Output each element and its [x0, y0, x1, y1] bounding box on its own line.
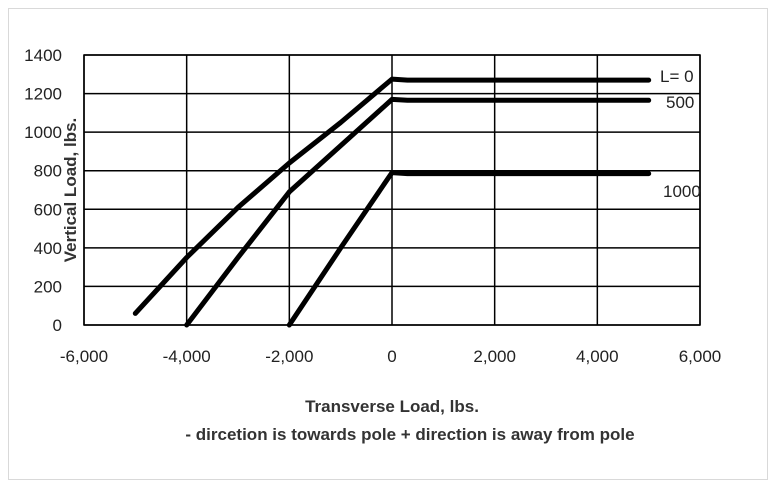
x-tick-label: 4,000	[576, 347, 619, 366]
y-tick-labels: 0 200 400 600 800 1000 1200 1400	[24, 46, 62, 335]
y-tick-label: 200	[34, 277, 62, 296]
chart-frame	[8, 8, 768, 480]
x-tick-label: 2,000	[473, 347, 516, 366]
gridlines	[83, 54, 701, 326]
x-tick-label: -6,000	[60, 347, 108, 366]
series-label-1: 500	[666, 93, 694, 112]
series-label-0: L= 0	[660, 67, 694, 86]
series-lines	[132, 76, 652, 328]
x-tick-label: 6,000	[679, 347, 722, 366]
y-axis-title: Vertical Load, lbs.	[61, 118, 80, 263]
series-label-2: 1000	[663, 182, 701, 201]
y-tick-label: 400	[34, 239, 62, 258]
x-tick-label: -2,000	[265, 347, 313, 366]
x-tick-label: 0	[387, 347, 396, 366]
plot-area	[83, 54, 701, 326]
x-axis-title: Transverse Load, lbs.	[305, 397, 479, 416]
series-labels: L= 0 500 1000	[660, 67, 701, 201]
y-tick-label: 1200	[24, 85, 62, 104]
y-tick-label: 1000	[24, 123, 62, 142]
series-line-2	[286, 170, 652, 328]
y-tick-label: 800	[34, 162, 62, 181]
y-tick-label: 600	[34, 200, 62, 219]
series-line-1	[184, 96, 652, 328]
x-axis-note: - dircetion is towards pole + direction …	[185, 425, 634, 444]
y-tick-label: 1400	[24, 46, 62, 65]
y-tick-label: 0	[53, 316, 62, 335]
x-tick-label: -4,000	[163, 347, 211, 366]
series-line-0	[132, 76, 652, 316]
x-tick-labels: -6,000 -4,000 -2,000 0 2,000 4,000 6,000	[60, 347, 721, 366]
